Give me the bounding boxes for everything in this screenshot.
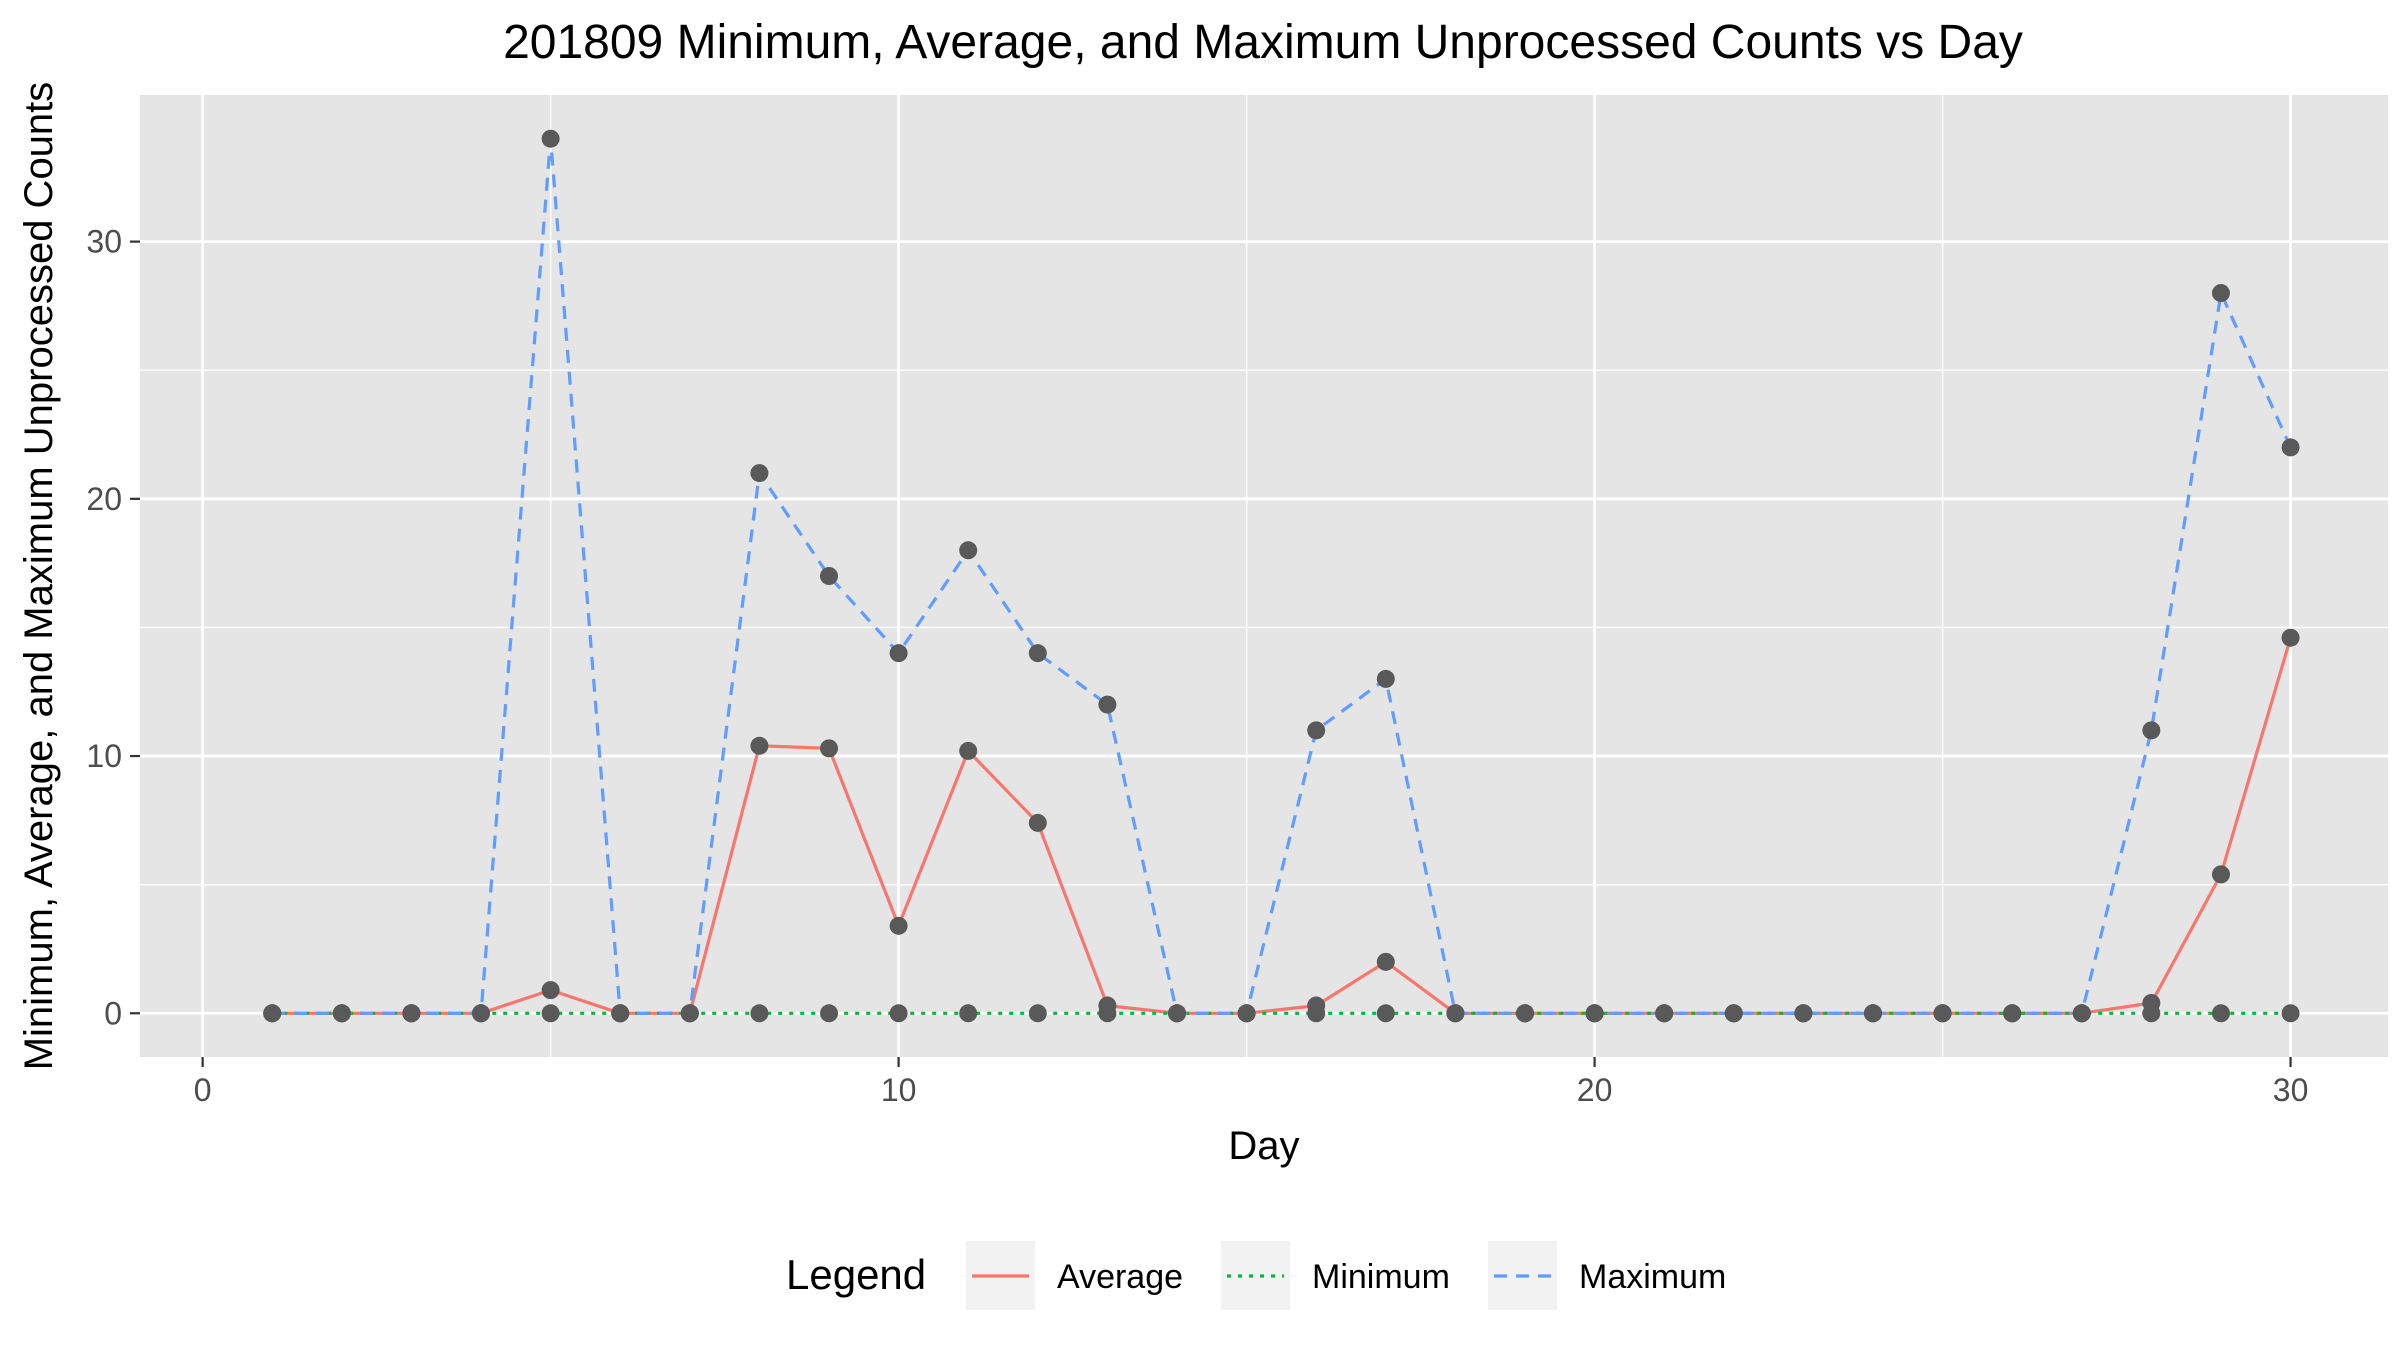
legend-label: Maximum bbox=[1579, 1258, 1726, 1296]
data-point-maximum bbox=[1655, 1004, 1674, 1023]
data-point-average bbox=[2281, 628, 2300, 647]
data-point-maximum bbox=[680, 1004, 699, 1023]
data-point-maximum bbox=[889, 644, 908, 663]
y-tick-label: 20 bbox=[86, 481, 122, 517]
legend-item-maximum: Maximum bbox=[1488, 1241, 1726, 1310]
data-point-maximum bbox=[1724, 1004, 1743, 1023]
y-axis-title: Minimum, Average, and Maximum Unprocesse… bbox=[17, 82, 61, 1071]
legend-items: Average Minimum Maximum bbox=[966, 1241, 1726, 1310]
legend-label: Average bbox=[1057, 1258, 1183, 1296]
data-point-minimum bbox=[889, 1004, 908, 1023]
data-point-minimum bbox=[541, 1004, 560, 1023]
data-point-maximum bbox=[1515, 1004, 1534, 1023]
data-point-average bbox=[750, 736, 769, 755]
axis-ticks bbox=[130, 240, 2292, 1067]
data-point-average bbox=[541, 981, 560, 1000]
data-point-minimum bbox=[2142, 1004, 2161, 1023]
chart-title: 201809 Minimum, Average, and Maximum Unp… bbox=[503, 16, 2023, 69]
data-point-average bbox=[1028, 813, 1047, 832]
data-point-maximum bbox=[1098, 695, 1117, 714]
y-tick-label: 30 bbox=[86, 224, 122, 260]
data-point-minimum bbox=[2281, 1004, 2300, 1023]
data-point-maximum bbox=[263, 1004, 282, 1023]
legend-key-box bbox=[1221, 1241, 1290, 1310]
series-points bbox=[263, 129, 2300, 1023]
minor-grid bbox=[140, 95, 2388, 1057]
data-point-maximum bbox=[1794, 1004, 1813, 1023]
data-point-maximum bbox=[402, 1004, 421, 1023]
data-point-maximum bbox=[1028, 644, 1047, 663]
plot-panel bbox=[140, 95, 2388, 1057]
data-point-maximum bbox=[820, 567, 839, 585]
series-line-average bbox=[272, 637, 2293, 1015]
y-tick-label: 0 bbox=[104, 995, 122, 1031]
data-point-average bbox=[2211, 865, 2230, 884]
data-point-maximum bbox=[1168, 1004, 1187, 1023]
data-point-minimum bbox=[1376, 1004, 1395, 1023]
data-point-maximum bbox=[750, 464, 769, 483]
data-point-maximum bbox=[1933, 1004, 1952, 1023]
data-point-maximum bbox=[611, 1004, 630, 1023]
x-tick-label: 20 bbox=[1577, 1072, 1613, 1108]
x-tick-label: 30 bbox=[2273, 1072, 2309, 1108]
data-point-average bbox=[820, 739, 839, 758]
data-point-minimum bbox=[820, 1004, 839, 1023]
x-tick-labels: 0 10 20 30 bbox=[194, 1072, 2309, 1108]
legend-item-average: Average bbox=[966, 1241, 1183, 1310]
data-point-maximum bbox=[1863, 1004, 1882, 1023]
data-point-average bbox=[1376, 952, 1395, 971]
data-point-maximum bbox=[1307, 721, 1326, 740]
data-point-minimum bbox=[2211, 1004, 2230, 1023]
data-point-maximum bbox=[1237, 1004, 1256, 1023]
legend-label: Minimum bbox=[1312, 1258, 1450, 1296]
data-point-maximum bbox=[1585, 1004, 1604, 1023]
data-point-maximum bbox=[2281, 438, 2300, 457]
data-point-minimum bbox=[1307, 1004, 1326, 1023]
data-point-average bbox=[889, 916, 908, 935]
x-tick-label: 0 bbox=[194, 1072, 212, 1108]
legend: Legend Average Minimum Maximum bbox=[786, 1241, 1726, 1310]
data-point-maximum bbox=[959, 541, 978, 560]
data-point-minimum bbox=[1098, 1004, 1117, 1023]
data-point-maximum bbox=[2072, 1004, 2091, 1023]
data-point-maximum bbox=[2003, 1004, 2022, 1023]
data-point-minimum bbox=[959, 1004, 978, 1023]
legend-item-minimum: Minimum bbox=[1221, 1241, 1450, 1310]
data-point-maximum bbox=[1446, 1004, 1465, 1023]
data-point-maximum bbox=[472, 1004, 491, 1023]
y-tick-label: 10 bbox=[86, 738, 122, 774]
data-point-maximum bbox=[2211, 284, 2230, 303]
y-tick-labels: 0 10 20 30 bbox=[86, 224, 122, 1032]
legend-title: Legend bbox=[786, 1251, 926, 1298]
x-tick-label: 10 bbox=[881, 1072, 917, 1108]
x-axis-title: Day bbox=[1228, 1124, 1299, 1168]
data-point-maximum bbox=[541, 129, 560, 148]
data-point-maximum bbox=[1376, 669, 1395, 688]
series-lines bbox=[272, 137, 2293, 1015]
data-point-average bbox=[959, 741, 978, 760]
data-point-minimum bbox=[750, 1004, 769, 1023]
data-point-maximum bbox=[2142, 721, 2161, 740]
data-point-minimum bbox=[1028, 1004, 1047, 1023]
data-point-maximum bbox=[332, 1004, 351, 1023]
